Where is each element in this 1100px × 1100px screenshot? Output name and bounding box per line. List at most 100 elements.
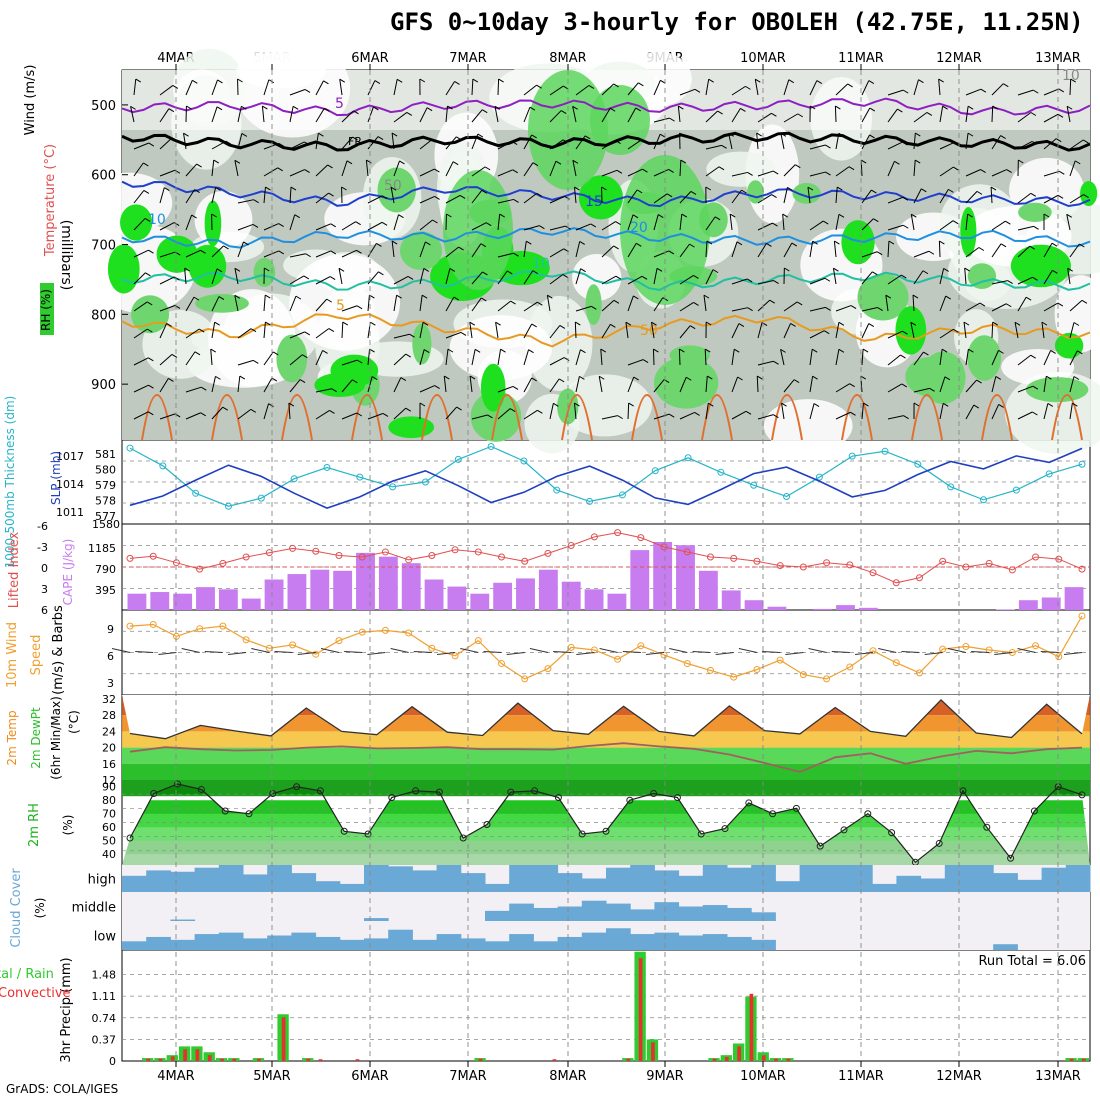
wind-barb bbox=[731, 278, 748, 285]
wind-barb-flag bbox=[657, 214, 664, 218]
wind-barb bbox=[627, 107, 637, 123]
wind-barb bbox=[237, 359, 254, 366]
wind-barb bbox=[1043, 194, 1059, 204]
cloud-cover-bar bbox=[993, 873, 1018, 892]
rh-2m-point bbox=[626, 796, 634, 804]
wind-barb bbox=[991, 243, 1002, 258]
rh-high-region bbox=[792, 182, 821, 204]
wind-barb bbox=[913, 112, 928, 123]
wind-barb bbox=[572, 106, 577, 123]
wind-barb-flag bbox=[772, 170, 779, 175]
contour-label: 10 bbox=[148, 212, 166, 228]
cloud-cover-bar bbox=[557, 906, 583, 921]
thickness-point bbox=[947, 483, 955, 491]
wind-barb bbox=[939, 189, 949, 204]
wind-barb-flag bbox=[342, 321, 349, 326]
cloud-cover-bar bbox=[485, 883, 510, 892]
thickness-point bbox=[717, 468, 725, 476]
dewpt-band bbox=[122, 747, 1090, 764]
wind-barb-flag bbox=[1000, 243, 1007, 248]
wind-barb bbox=[185, 189, 196, 204]
wind-barb bbox=[573, 187, 577, 204]
wind-barb-flag bbox=[705, 186, 712, 191]
wind-barb-flag bbox=[953, 328, 959, 333]
wind-barb bbox=[523, 84, 537, 96]
wind-barb-flag bbox=[992, 105, 998, 110]
cape-bar bbox=[401, 563, 421, 610]
wind-barb-flag bbox=[453, 296, 460, 301]
surface-wind-barb bbox=[808, 648, 827, 653]
wind-barb bbox=[315, 276, 331, 285]
precip-convective-bar bbox=[638, 958, 643, 1061]
wind-barb-flag bbox=[183, 132, 189, 137]
wind-barb bbox=[677, 106, 681, 123]
wind-speed-point bbox=[869, 647, 877, 655]
wind-barb bbox=[419, 219, 433, 231]
cape-bar bbox=[447, 586, 467, 610]
surface-wind-barb bbox=[529, 648, 549, 653]
y-tick-label-rh: 90 bbox=[102, 781, 116, 794]
wind-barb-flag bbox=[868, 80, 875, 84]
wind-barb bbox=[575, 223, 592, 231]
wind-barb-flag bbox=[241, 133, 248, 137]
precip-convective-bar bbox=[712, 1058, 717, 1061]
slp-line bbox=[129, 447, 1083, 509]
wind-barb-flag bbox=[217, 79, 223, 84]
isotherm-25 bbox=[211, 394, 243, 441]
wind-barb-flag bbox=[1030, 354, 1036, 359]
cape-bar bbox=[424, 579, 444, 610]
rh-high-region bbox=[330, 354, 379, 387]
contour-label: 50 bbox=[384, 178, 402, 194]
wind-barb bbox=[575, 135, 586, 150]
wind-barb bbox=[393, 333, 410, 339]
wind-barb-flag bbox=[148, 411, 154, 416]
wind-barb-flag bbox=[729, 213, 736, 218]
surface-wind-barb bbox=[854, 652, 874, 655]
y-tick-label: 600 bbox=[91, 169, 116, 184]
wind-barb bbox=[211, 322, 216, 339]
wind-speed-point bbox=[915, 669, 923, 677]
wind-barb-flag bbox=[480, 243, 487, 248]
wind-barb-flag bbox=[600, 348, 607, 353]
wind-barb-flag bbox=[271, 377, 278, 382]
wind-barb-flag bbox=[721, 144, 727, 149]
wind-barb-flag bbox=[500, 348, 506, 353]
rh-high-region bbox=[1018, 202, 1052, 222]
wind-barb bbox=[133, 190, 145, 204]
wind-barb bbox=[705, 269, 714, 285]
cloud-cover-bar bbox=[557, 936, 583, 950]
wind-barb-flag bbox=[992, 321, 998, 326]
wind-barb-flag bbox=[824, 277, 831, 282]
wind-barb bbox=[601, 324, 611, 339]
cloud-cover-bar bbox=[848, 865, 873, 892]
wind-barb-flag bbox=[747, 172, 753, 176]
y-axis-label-wind: 10m Wind bbox=[5, 622, 20, 688]
y-tick-label-precip: 0 bbox=[109, 1055, 116, 1068]
wind-barb-flag bbox=[885, 294, 892, 299]
wind-barb-flag bbox=[978, 247, 985, 251]
wind-barb-flag bbox=[338, 267, 345, 272]
wind-barb bbox=[367, 221, 383, 231]
wind-barb bbox=[939, 376, 946, 393]
rh-2m-point bbox=[816, 842, 824, 850]
cloud-cover-bar bbox=[654, 932, 680, 950]
wind-barb bbox=[913, 188, 922, 204]
wind-barb bbox=[263, 250, 279, 258]
wind-barb bbox=[341, 110, 354, 123]
wind-barb-flag bbox=[615, 221, 621, 225]
y-axis-label-speed: Speed bbox=[29, 635, 44, 676]
wind-barb bbox=[939, 106, 944, 123]
thickness-point bbox=[783, 493, 791, 501]
rh-2m-point bbox=[1030, 807, 1038, 815]
wind-barb-flag bbox=[302, 354, 308, 359]
rh-high-region bbox=[1080, 181, 1098, 207]
y-tick-label-rh: 80 bbox=[102, 794, 116, 807]
wind-barb-flag bbox=[613, 83, 619, 88]
wind-barb bbox=[913, 250, 930, 258]
wind-barb-flag bbox=[376, 242, 382, 247]
wind-barb-flag bbox=[419, 402, 426, 407]
surface-wind-barb bbox=[924, 652, 943, 655]
wind-barb-flag bbox=[813, 403, 820, 407]
wind-barb-flag bbox=[746, 278, 753, 283]
wind-barb bbox=[861, 218, 874, 231]
